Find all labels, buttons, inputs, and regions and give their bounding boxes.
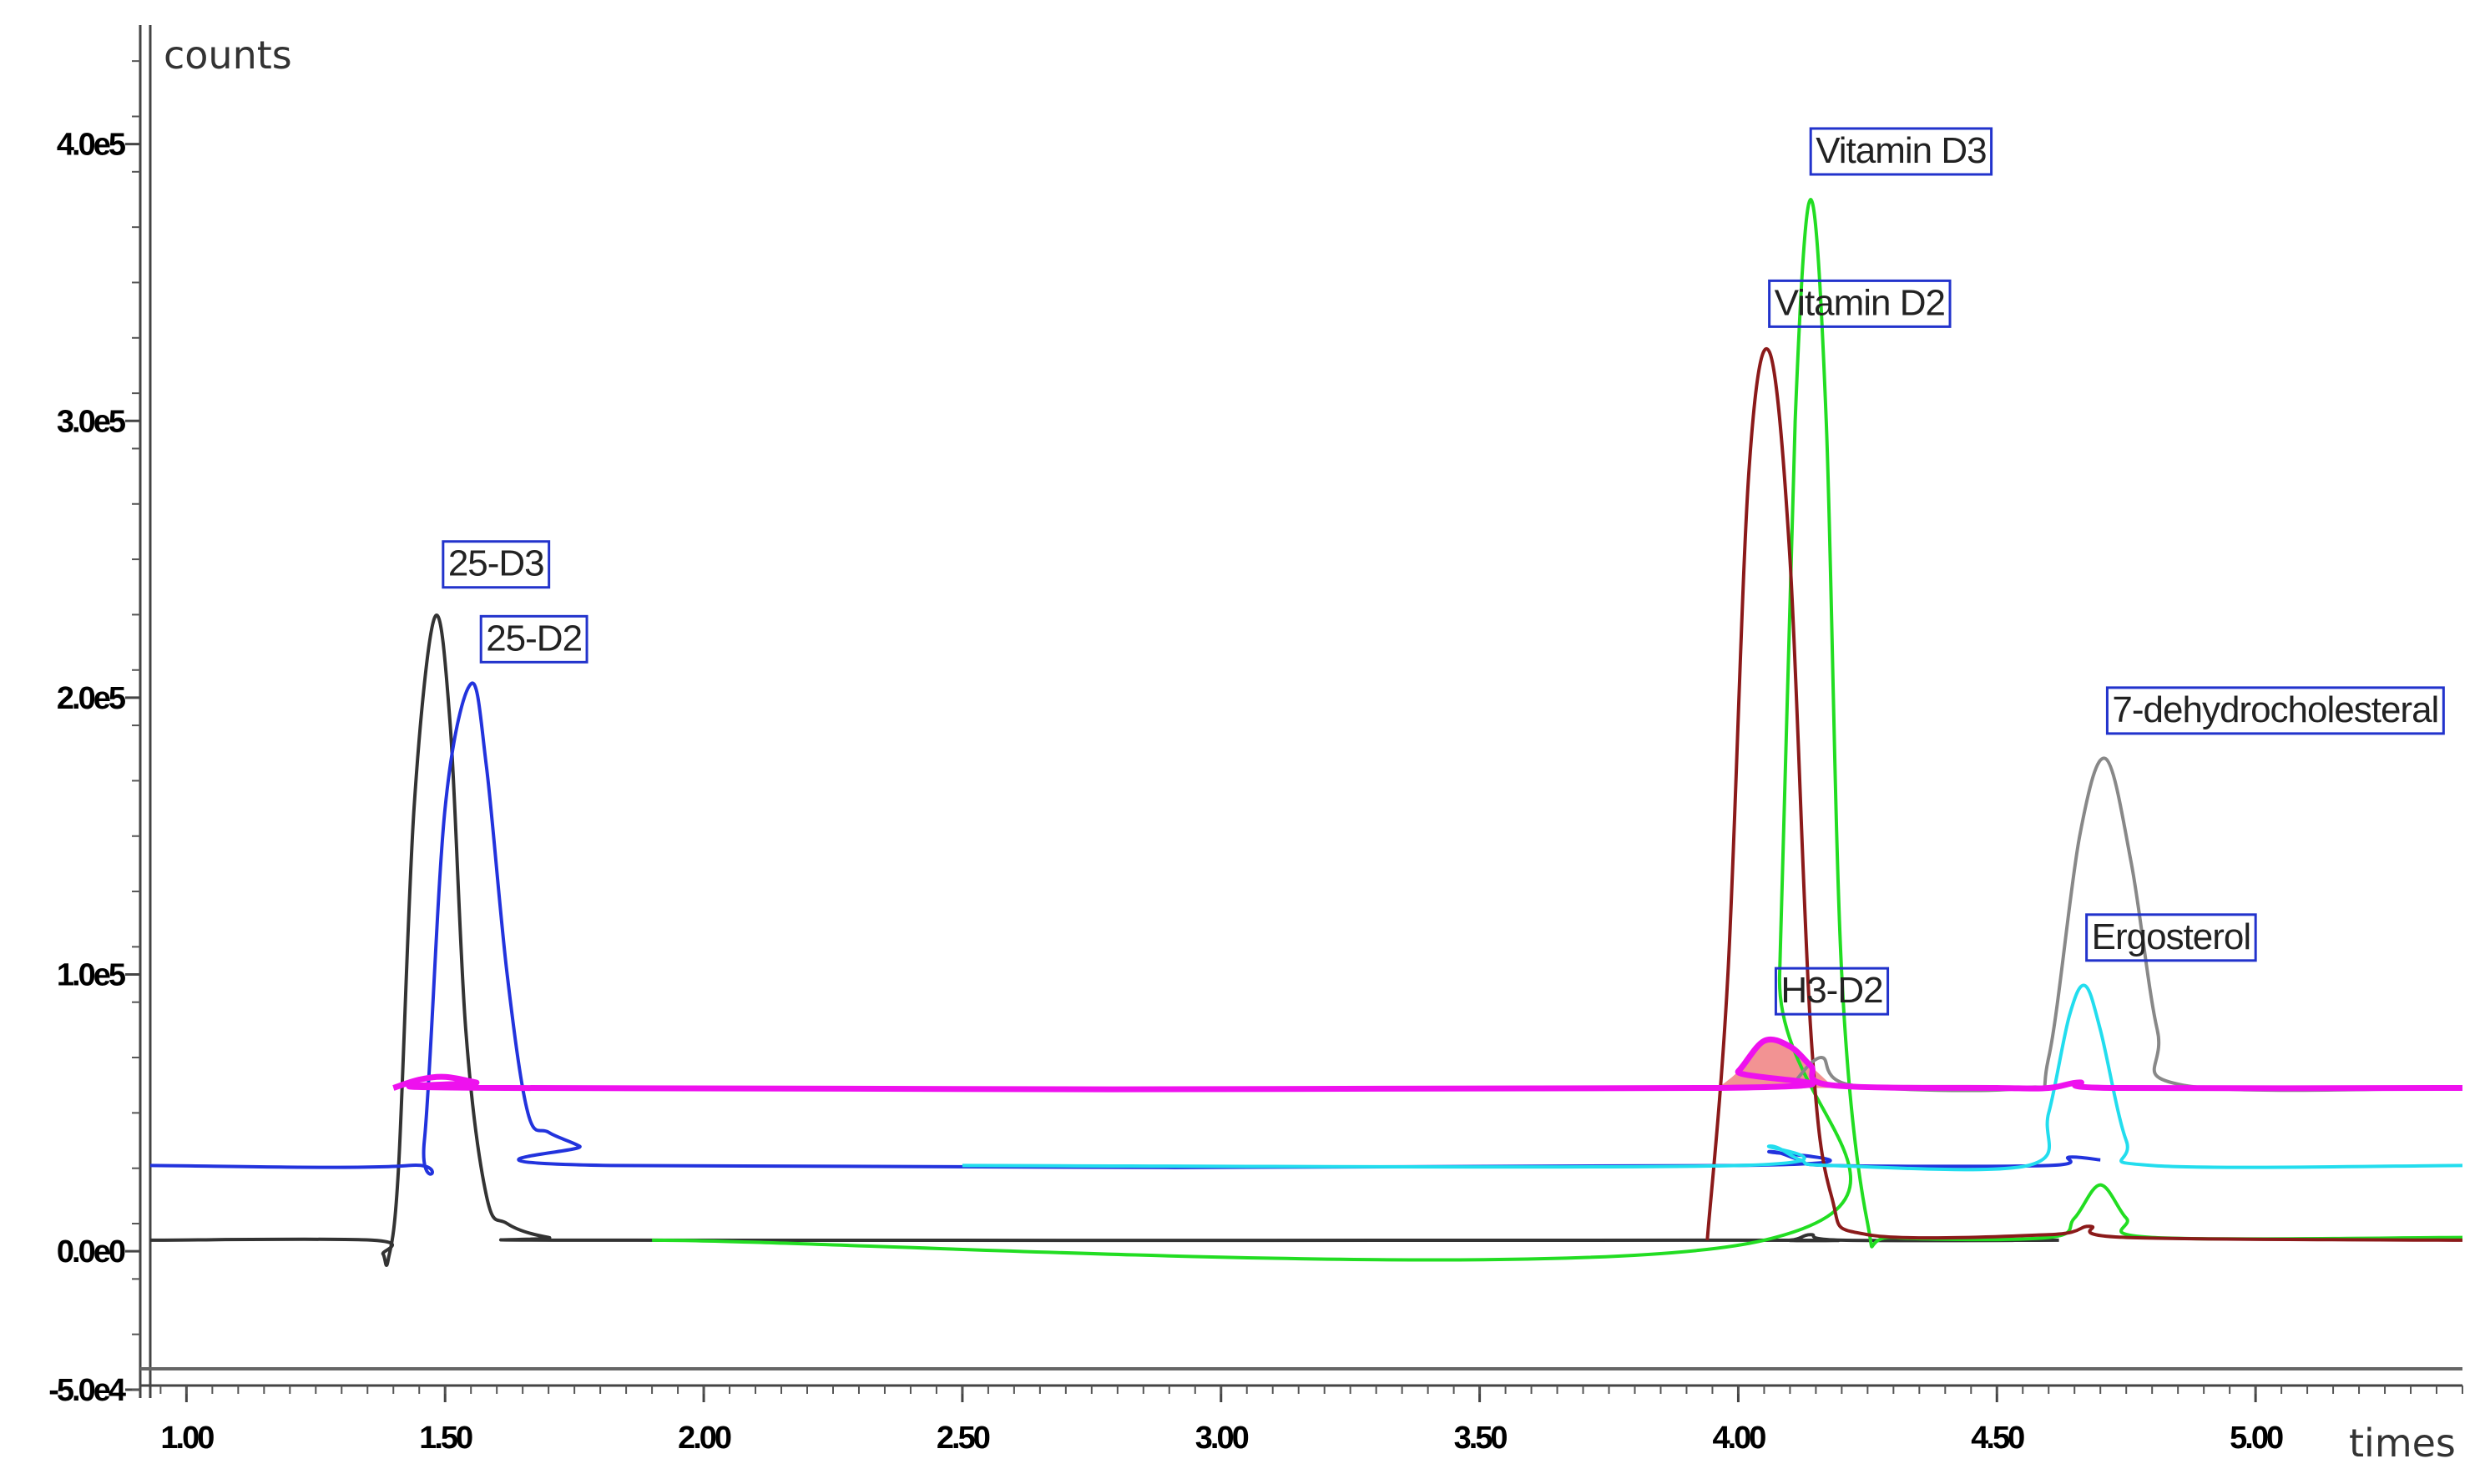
- y-tick-label: 1.0e5: [57, 958, 126, 993]
- peak-label: Ergosterol: [2092, 916, 2251, 957]
- peak-label: 25-D3: [448, 543, 544, 584]
- y-tick-label: -5.0e4: [48, 1373, 126, 1408]
- peak-label-box: [1768, 279, 1952, 328]
- peak-label: Vitamin D3: [1816, 130, 1986, 171]
- x-tick-label: 2.50: [937, 1421, 990, 1456]
- peak-label-box: [442, 540, 551, 589]
- x-tick-label: 1.00: [160, 1421, 214, 1456]
- y-tick-label: 2.0e5: [57, 681, 126, 716]
- y-tick-label: 0.0e0: [57, 1234, 125, 1269]
- series-line-2: [149, 681, 2101, 1176]
- peak-label: H3-D2: [1780, 970, 1882, 1011]
- series-lines: [149, 198, 2463, 1267]
- y-tick-label: 3.0e5: [57, 404, 126, 439]
- series-line-1: [149, 613, 2059, 1267]
- x-tick-label: 1.50: [419, 1421, 472, 1456]
- y-axis-label: counts: [164, 33, 292, 78]
- axes: -5.0e4 0.0e0 1.0e5 2.0e5 3.0e5 4.0e5 1.00 1.50 2…: [48, 25, 2463, 1456]
- series-line-4: [1705, 346, 2463, 1242]
- peak-label-box: [2105, 686, 2445, 735]
- peak-label-box: [479, 614, 588, 664]
- x-tick-label: 3.50: [1454, 1421, 1508, 1456]
- peak-label: 7-dehydrocholesteral: [2112, 689, 2438, 730]
- peak-label: 25-D2: [486, 618, 582, 659]
- x-tick-label: 4.50: [1971, 1421, 2024, 1456]
- peak-label: Vitamin D2: [1775, 282, 1945, 323]
- peak-label-box: [2085, 913, 2257, 962]
- peak-label-group: Ergosterol: [2085, 913, 2257, 962]
- x-tick-label: 5.00: [2230, 1421, 2283, 1456]
- peak-label-group: H3-D2: [1774, 967, 1890, 1016]
- peak-label-group: 25-D2: [479, 614, 588, 664]
- peak-annotations: 25-D3 25-D2 Vitamin D3 Vitamin D2 H3-D2 7-deh…: [442, 127, 2445, 1016]
- peak-label-group: Vitamin D2: [1768, 279, 1952, 328]
- series-line-6: [962, 983, 2463, 1172]
- series-line-3: [652, 198, 2463, 1262]
- y-tick-label: 4.0e5: [57, 128, 126, 163]
- series-line-7: [392, 1036, 2463, 1093]
- x-tick-label: 2.00: [678, 1421, 731, 1456]
- x-tick-label: 3.00: [1195, 1421, 1249, 1456]
- peak-label-box: [1809, 127, 1993, 176]
- x-tick-label: 4.00: [1712, 1421, 1765, 1456]
- peak-label-group: Vitamin D3: [1809, 127, 1993, 176]
- peak-label-group: 7-dehydrocholesteral: [2105, 686, 2445, 735]
- x-axis-label: times: [2349, 1421, 2456, 1466]
- peak-label-group: 25-D3: [442, 540, 551, 589]
- peak-label-box: [1774, 967, 1890, 1016]
